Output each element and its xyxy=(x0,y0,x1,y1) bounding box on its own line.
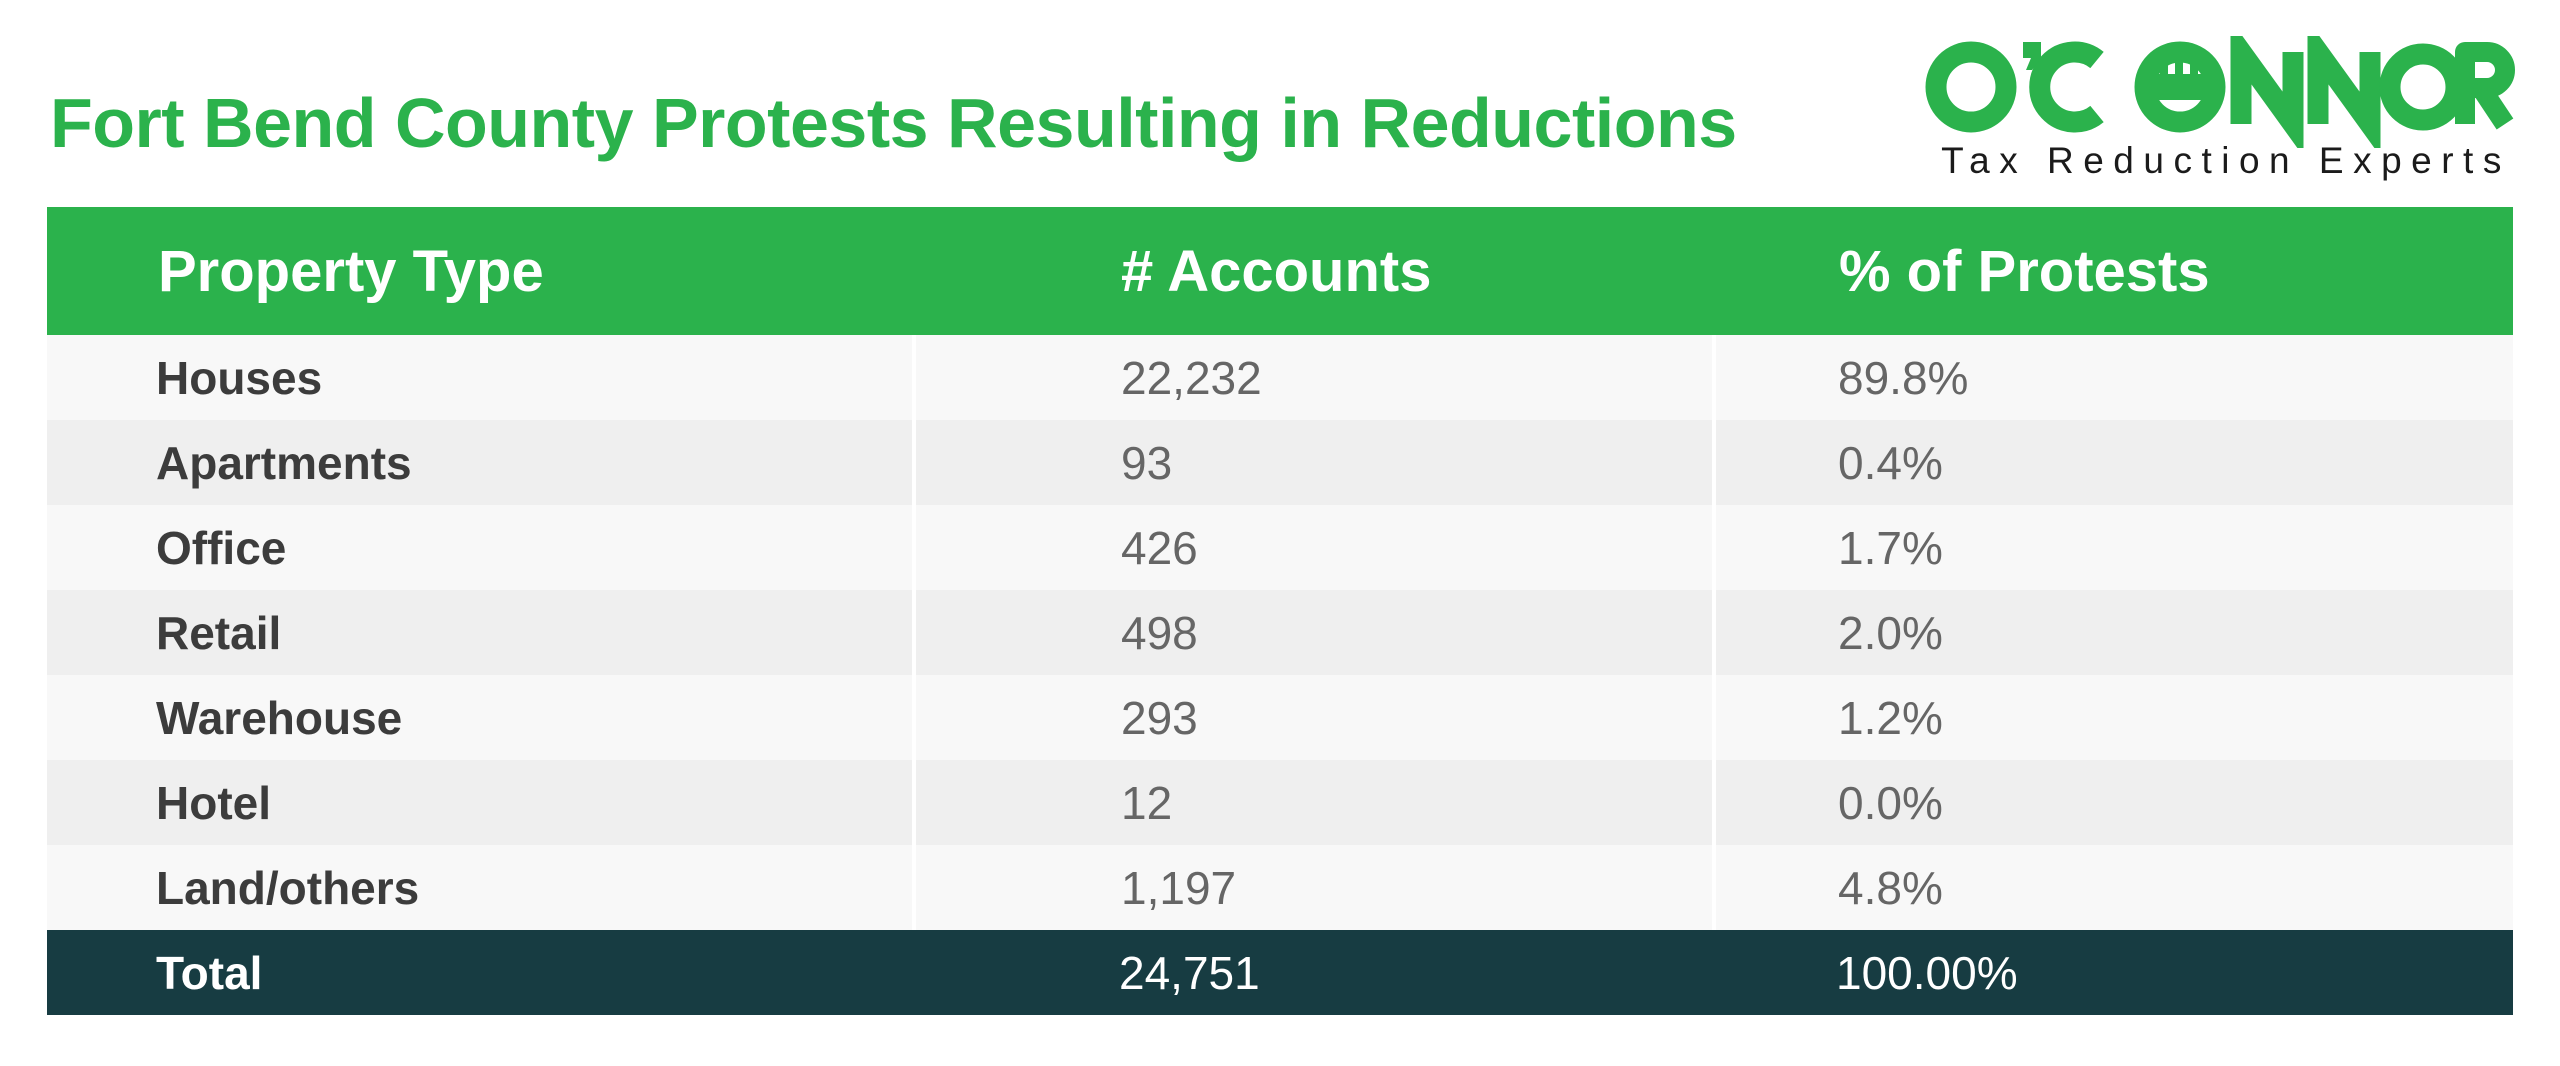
percent-cell: 0.0% xyxy=(1714,760,2513,845)
property-type-cell: Apartments xyxy=(47,420,916,505)
percent-cell: 0.4% xyxy=(1714,420,2513,505)
table-row: Land/others 1,197 4.8% xyxy=(47,845,2513,930)
column-header-property-type: Property Type xyxy=(47,207,914,335)
percent-cell: 4.8% xyxy=(1714,845,2513,930)
oconnor-wordmark-logo xyxy=(1925,36,2515,148)
protests-table-container: Property Type # Accounts % of Protests H… xyxy=(47,207,2513,1015)
total-accounts-cell: 24,751 xyxy=(914,930,1714,1015)
oconnor-logo: Tax Reduction Experts xyxy=(1925,36,2515,186)
property-type-cell: Office xyxy=(47,505,916,590)
table-total-row: Total 24,751 100.00% xyxy=(47,930,2513,1015)
accounts-cell: 426 xyxy=(914,505,1716,590)
percent-cell: 2.0% xyxy=(1714,590,2513,675)
property-type-cell: Retail xyxy=(47,590,916,675)
accounts-cell: 1,197 xyxy=(914,845,1716,930)
total-label-cell: Total xyxy=(47,930,914,1015)
total-percent-cell: 100.00% xyxy=(1714,930,2513,1015)
property-type-cell: Hotel xyxy=(47,760,916,845)
property-type-cell: Houses xyxy=(47,335,916,420)
protests-table: Property Type # Accounts % of Protests H… xyxy=(47,207,2513,1015)
table-row: Warehouse 293 1.2% xyxy=(47,675,2513,760)
table-row: Apartments 93 0.4% xyxy=(47,420,2513,505)
accounts-cell: 22,232 xyxy=(914,335,1716,420)
table-row: Office 426 1.7% xyxy=(47,505,2513,590)
column-header-percent-protests: % of Protests xyxy=(1714,207,2513,335)
table-header-row: Property Type # Accounts % of Protests xyxy=(47,207,2513,335)
accounts-cell: 93 xyxy=(914,420,1716,505)
property-type-cell: Warehouse xyxy=(47,675,916,760)
page-title: Fort Bend County Protests Resulting in R… xyxy=(50,84,1737,162)
property-type-cell: Land/others xyxy=(47,845,916,930)
table-row: Retail 498 2.0% xyxy=(47,590,2513,675)
table-row: Houses 22,232 89.8% xyxy=(47,335,2513,420)
accounts-cell: 293 xyxy=(914,675,1716,760)
column-header-accounts: # Accounts xyxy=(914,207,1714,335)
accounts-cell: 498 xyxy=(914,590,1716,675)
table-row: Hotel 12 0.0% xyxy=(47,760,2513,845)
accounts-cell: 12 xyxy=(914,760,1716,845)
percent-cell: 1.2% xyxy=(1714,675,2513,760)
percent-cell: 1.7% xyxy=(1714,505,2513,590)
percent-cell: 89.8% xyxy=(1714,335,2513,420)
logo-tagline: Tax Reduction Experts xyxy=(1941,140,2511,181)
